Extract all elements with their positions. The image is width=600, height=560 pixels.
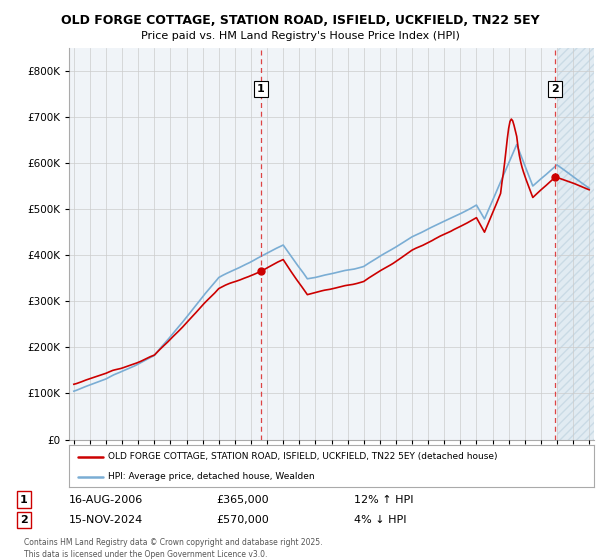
Text: £365,000: £365,000 bbox=[216, 494, 269, 505]
Text: 2: 2 bbox=[20, 515, 28, 525]
Text: £570,000: £570,000 bbox=[216, 515, 269, 525]
Text: Contains HM Land Registry data © Crown copyright and database right 2025.
This d: Contains HM Land Registry data © Crown c… bbox=[24, 538, 323, 559]
Bar bbox=[557, 48, 600, 440]
Text: 15-NOV-2024: 15-NOV-2024 bbox=[69, 515, 143, 525]
Text: 16-AUG-2006: 16-AUG-2006 bbox=[69, 494, 143, 505]
Text: HPI: Average price, detached house, Wealden: HPI: Average price, detached house, Weal… bbox=[109, 472, 315, 481]
Text: OLD FORGE COTTAGE, STATION ROAD, ISFIELD, UCKFIELD, TN22 5EY (detached house): OLD FORGE COTTAGE, STATION ROAD, ISFIELD… bbox=[109, 452, 498, 461]
Text: 1: 1 bbox=[257, 84, 265, 94]
Bar bbox=[557, 48, 600, 440]
Text: 4% ↓ HPI: 4% ↓ HPI bbox=[354, 515, 407, 525]
Text: Price paid vs. HM Land Registry's House Price Index (HPI): Price paid vs. HM Land Registry's House … bbox=[140, 31, 460, 41]
Text: 12% ↑ HPI: 12% ↑ HPI bbox=[354, 494, 413, 505]
Text: 2: 2 bbox=[551, 84, 559, 94]
Text: OLD FORGE COTTAGE, STATION ROAD, ISFIELD, UCKFIELD, TN22 5EY: OLD FORGE COTTAGE, STATION ROAD, ISFIELD… bbox=[61, 14, 539, 27]
Text: 1: 1 bbox=[20, 494, 28, 505]
